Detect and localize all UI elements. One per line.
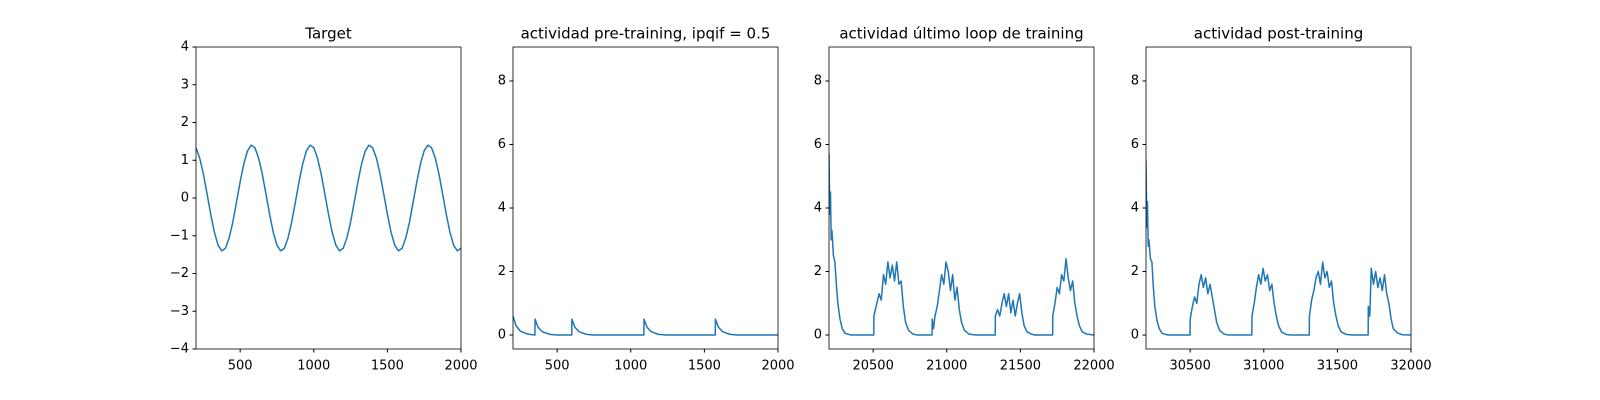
x-tick-label: 32000 [1390,359,1431,374]
axes-frame [195,46,462,350]
y-tick-label: 4 [814,201,822,216]
y-tick-label: 2 [181,115,189,130]
x-tick-label: 1500 [688,359,721,374]
y-tick-label: 8 [498,73,506,88]
chart-title: actividad último loop de training [839,25,1083,43]
x-tick-label: 1000 [614,359,647,374]
y-tick-label: 0 [498,328,506,343]
x-tick-label: 21000 [926,359,967,374]
x-tick-label: 1500 [371,359,404,374]
chart-title: actividad pre-training, ipqif = 0.5 [521,25,771,43]
y-tick-label: 6 [498,137,506,152]
x-tick-label: 22000 [1073,359,1114,374]
y-tick-label: −1 [170,228,189,243]
line [829,154,1094,336]
y-tick-label: −3 [170,304,189,319]
y-tick-label: 4 [498,201,506,216]
y-tick-label: 4 [181,40,189,55]
y-tick-label: 0 [1131,328,1139,343]
y-tick-label: 0 [181,191,189,206]
x-tick-label: 21500 [1000,359,1041,374]
x-tick-label: 2000 [761,359,794,374]
axes-frame [1145,46,1412,350]
y-tick-label: 2 [814,264,822,279]
chart-title: Target [304,25,352,43]
x-tick-label: 500 [228,359,253,374]
chart-title: actividad post-training [1194,25,1363,43]
x-tick-label: 30500 [1169,359,1210,374]
y-tick-label: 4 [1131,201,1139,216]
x-tick-label: 31500 [1317,359,1358,374]
y-tick-label: 6 [814,137,822,152]
x-tick-label: 20500 [852,359,893,374]
y-tick-label: 0 [814,328,822,343]
x-tick-label: 1000 [297,359,330,374]
y-tick-label: 2 [498,264,506,279]
y-tick-label: −2 [170,266,189,281]
line [196,144,461,252]
line [1146,160,1411,336]
x-tick-label: 500 [545,359,570,374]
y-tick-label: 8 [1131,73,1139,88]
x-tick-label: 2000 [444,359,477,374]
y-tick-label: −4 [170,342,189,357]
axes-frame [828,46,1095,350]
line [513,315,778,336]
y-tick-label: 3 [181,77,189,92]
y-tick-label: 1 [181,153,189,168]
y-tick-label: 6 [1131,137,1139,152]
y-tick-label: 2 [1131,264,1139,279]
y-tick-label: 8 [814,73,822,88]
x-tick-label: 31000 [1243,359,1284,374]
axes-frame [512,46,779,350]
